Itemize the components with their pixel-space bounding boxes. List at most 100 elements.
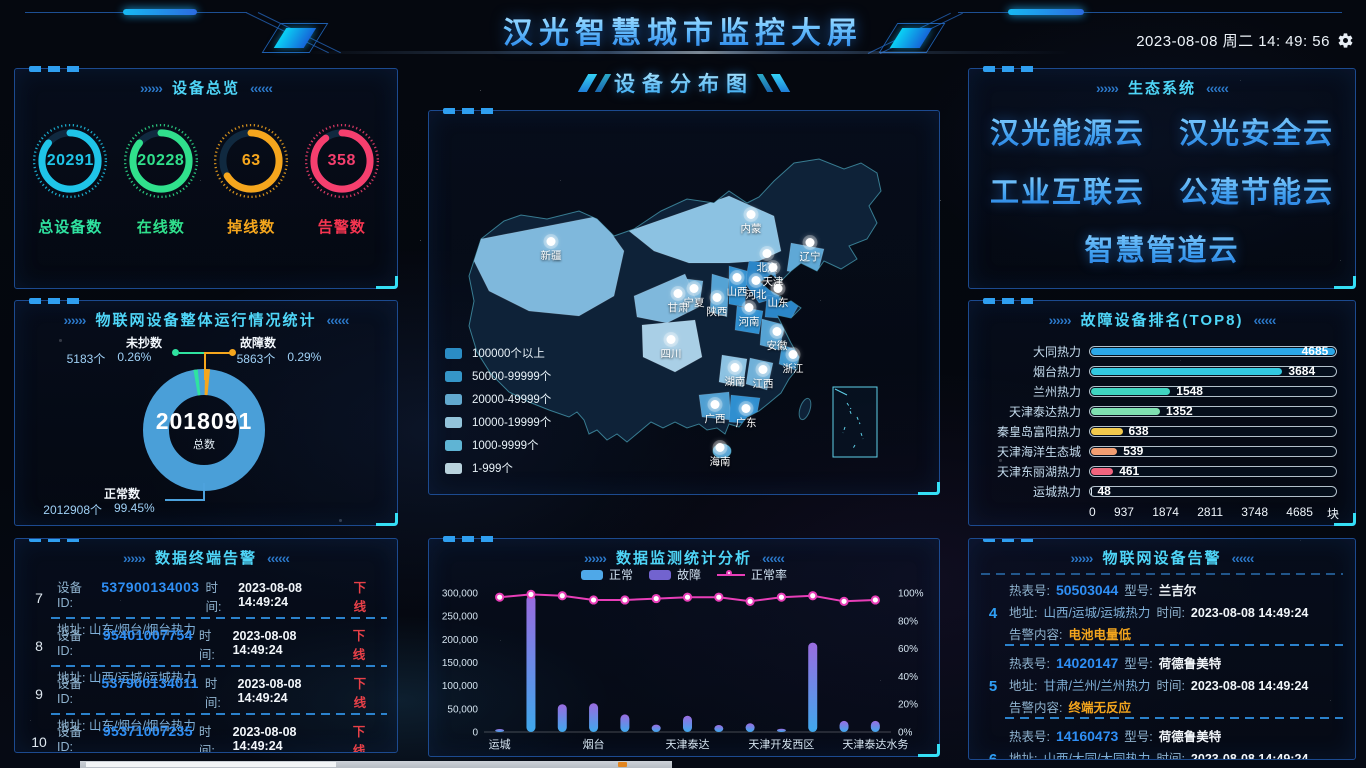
ranking-bar [1091, 387, 1171, 395]
panel-iot-stats: ›››››› 物联网设备整体运行情况统计 ‹‹‹‹‹‹ 2018091 总数 未… [14, 298, 398, 526]
alarm-content: 电池电量低 [1068, 628, 1131, 642]
ecosystem-link[interactable]: 汉光安全云 [1179, 111, 1334, 157]
panel-corner-decor [443, 536, 499, 542]
header: 汉光智慧城市监控大屏 2023-08-08 周二 14: 49: 56 [0, 0, 1366, 60]
province-marker[interactable]: 内蒙 [741, 210, 762, 236]
status-badge: 下线 [352, 725, 366, 752]
province-marker[interactable]: 山西 [727, 273, 748, 299]
x-axis-category-label: 天津泰达 [666, 737, 710, 751]
y-axis-tick-right: 40% [898, 672, 918, 683]
ranking-category-label: 烟台热力 [1032, 364, 1081, 379]
ranking-bar-track: 4685 [1089, 344, 1337, 358]
map-legend: 100000个以上 50000-99999个 20000-49999个 1000… [445, 338, 551, 476]
legend-entry: 正常 [580, 566, 633, 583]
address-label: 地址: [1009, 606, 1038, 620]
province-marker[interactable]: 广西 [705, 400, 726, 426]
province-marker[interactable]: 宁夏 [684, 284, 705, 310]
donut-total-value: 2018091 [155, 408, 253, 434]
dashed-divider [981, 573, 1343, 575]
panel-title: 数据终端告警 [154, 550, 257, 567]
province-marker[interactable]: 浙江 [783, 350, 804, 376]
time-label: 时间: [198, 629, 215, 662]
province-marker[interactable]: 海南 [710, 443, 731, 469]
address-label: 地址: [1009, 679, 1038, 693]
province-marker[interactable]: 湖南 [725, 363, 746, 389]
province-marker[interactable]: 甘肃 [668, 289, 689, 315]
slash-decor-icon [756, 74, 774, 92]
panel-title: 生态系统 [1127, 80, 1196, 97]
province-label: 四川 [660, 348, 682, 360]
marker-dot-icon [546, 237, 556, 246]
map-subtitle-text: 设备分布图 [614, 68, 754, 98]
monitor-bar [589, 703, 599, 732]
address-label: 地址: [57, 623, 86, 637]
page-title: 汉光智慧城市监控大屏 [0, 8, 1366, 52]
y-axis-tick-left: 0 [472, 728, 478, 739]
ranking-value: 539 [1123, 443, 1144, 458]
row-line-1: 设备ID: 95401007754 时间: 2023-08-08 14:49:2… [57, 625, 387, 663]
panel-title: 数据监测统计分析 [615, 550, 752, 567]
taiwan-island [798, 397, 812, 421]
y-axis-tick-left: 50,000 [447, 704, 478, 715]
row-line-1: 热表号: 14160473 型号: 荷德鲁美特 [1009, 726, 1343, 745]
datetime-area: 2023-08-08 周二 14: 49: 56 [1136, 30, 1354, 51]
province-marker[interactable]: 辽宁 [800, 238, 821, 264]
ecosystem-link[interactable]: 工业互联云 [990, 170, 1145, 216]
legend-label: 10000-19999个 [472, 417, 552, 429]
ecosystem-link[interactable]: 公建节能云 [1179, 170, 1334, 216]
province-marker[interactable]: 山东 [768, 284, 789, 310]
row-index: 5 [988, 677, 998, 695]
gauge-label: 告警数 [317, 219, 366, 236]
terminal-alarm-list: 7 设备ID: 537900134003 时间: 2023-08-08 14:4… [25, 571, 389, 752]
content-label: 告警内容: [1009, 701, 1063, 715]
marker-dot-icon [805, 238, 815, 247]
taskbar-sliver[interactable] [80, 761, 672, 768]
ranking-axis-unit: 块 [1326, 507, 1339, 521]
ecosystem-link[interactable]: 汉光能源云 [990, 111, 1145, 157]
panel-corner-accent [918, 482, 940, 495]
row-index: 4 [988, 604, 998, 622]
row-line-2: 地址: 山西/运城/运城热力 [57, 667, 387, 686]
ranking-bar [1091, 487, 1092, 495]
china-map-svg [468, 158, 882, 459]
marker-dot-icon [730, 363, 740, 372]
legend-swatch [445, 462, 462, 474]
province-marker[interactable]: 广东 [736, 404, 757, 430]
legend-entry: 正常率 [717, 566, 787, 583]
province-marker[interactable]: 陕西 [707, 293, 728, 319]
ranking-row: 天津泰达热力 1352 [985, 401, 1337, 421]
axis-tick-label: 1874 [1152, 505, 1179, 519]
rate-point [808, 591, 818, 601]
ranking-category-label: 天津海洋生态城 [996, 444, 1081, 459]
terminal-alarm-row: 9 设备ID: 537900134011 时间: 2023-08-08 14:4… [25, 667, 389, 733]
monitor-bar [839, 720, 849, 732]
province-marker[interactable]: 安徽 [767, 327, 788, 353]
province-marker[interactable]: 江西 [753, 365, 774, 391]
y-axis-tick-left: 200,000 [442, 635, 479, 646]
legend-swatch [445, 370, 462, 382]
panel-corner-decor [983, 66, 1039, 72]
callout-line-unread [179, 352, 205, 354]
province-marker[interactable]: 新疆 [541, 237, 562, 263]
row-body: 设备ID: 537900134003 时间: 2023-08-08 14:49:… [57, 577, 387, 637]
rate-point [682, 592, 693, 602]
axis-tick-label: 2811 [1197, 505, 1224, 519]
ranking-axis: 0 937 1874 2811 3748 4685 [1089, 505, 1313, 519]
callout-line-normal-v [203, 483, 205, 501]
gauge-label: 在线数 [136, 219, 185, 236]
row-line-2: 地址: 山东/烟台/烟台热力 [57, 619, 387, 638]
address-value: 山东/烟台/烟台热力 [88, 719, 196, 733]
province-marker[interactable]: 河北 [746, 276, 767, 302]
iot-alarm-row: 4 热表号: 50503044 型号: 兰吉尔 地址: 山西/运城/运城热力 时… [981, 573, 1345, 646]
ranking-category-label: 天津东丽湖热力 [996, 464, 1081, 479]
chevrons-left-icon: ‹‹‹‹‹‹ [250, 79, 273, 96]
ranking-bar-track: 1352 [1089, 404, 1337, 418]
ecosystem-link[interactable]: 智慧管道云 [1084, 228, 1239, 274]
settings-gear-icon[interactable] [1337, 32, 1354, 49]
province-marker[interactable]: 河南 [739, 303, 760, 329]
province-marker[interactable]: 四川 [661, 335, 682, 361]
ranking-category-label: 运城热力 [1032, 484, 1081, 499]
terminal-alarm-row: 8 设备ID: 95401007754 时间: 2023-08-08 14:49… [25, 619, 389, 685]
monitor-bar [683, 715, 692, 732]
rate-point [776, 592, 787, 602]
